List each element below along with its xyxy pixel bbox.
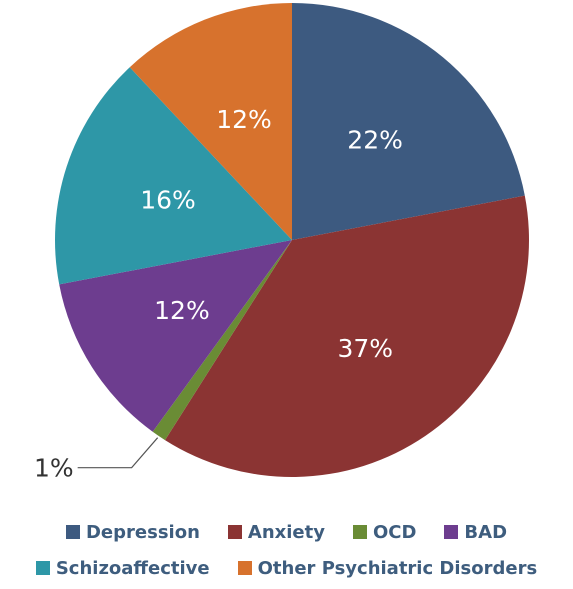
legend-item-schizoaffective: Schizoaffective	[35, 557, 210, 579]
legend-row: Schizoaffective Other Psychiatric Disorde…	[0, 550, 573, 586]
slice-label-bad: 12%	[154, 296, 210, 325]
legend-label-bad: BAD	[464, 521, 508, 543]
pie-chart: 22% 37% 1% 12% 16% 12%	[34, 3, 529, 483]
legend-label-depression: Depression	[85, 521, 200, 543]
slice-label-depression: 22%	[347, 126, 403, 155]
legend-item-anxiety: Anxiety	[227, 521, 325, 543]
legend-swatch-other-psychiatric-disorders	[237, 561, 252, 575]
pie-slice-other-psychiatric-disorders	[129, 3, 292, 240]
legend-label-anxiety: Anxiety	[247, 521, 325, 543]
legend-swatch-schizoaffective	[35, 561, 50, 575]
legend-row: Depression Anxiety OCD BAD	[0, 514, 573, 550]
slice-label-ocd: 1%	[34, 454, 74, 483]
leader-line-ocd	[77, 437, 159, 469]
slice-label-schizoaffective: 16%	[140, 186, 196, 215]
legend-swatch-bad	[444, 525, 459, 539]
legend-swatch-ocd	[352, 525, 367, 539]
legend-item-other-psychiatric-disorders: Other Psychiatric Disorders	[237, 557, 538, 579]
legend-item-bad: BAD	[444, 522, 507, 543]
legend-label-ocd: OCD	[372, 521, 417, 543]
slice-label-other-psychiatric-disorders: 12%	[216, 105, 272, 134]
pie-slice-bad	[59, 240, 292, 432]
legend-item-ocd: OCD	[352, 521, 417, 543]
chart-legend: Depression Anxiety OCD BAD Schizoaffective Ot…	[0, 514, 573, 586]
legend-label-other-psychiatric-disorders: Other Psychiatric Disorders	[257, 557, 538, 579]
legend-swatch-depression	[65, 525, 80, 539]
pie-slice-schizoaffective	[55, 67, 293, 285]
slice-label-anxiety: 37%	[337, 334, 393, 363]
pie-slice-depression	[292, 3, 525, 240]
legend-label-schizoaffective: Schizoaffective	[55, 557, 210, 579]
legend-swatch-anxiety	[227, 525, 242, 539]
pie-slice-anxiety	[165, 195, 529, 477]
pie-slice-ocd	[152, 240, 292, 441]
legend-item-depression: Depression	[65, 521, 200, 543]
